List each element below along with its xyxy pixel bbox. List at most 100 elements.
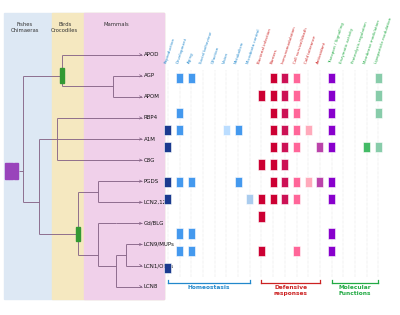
Bar: [164, 142, 171, 152]
Text: Transport / Signalling: Transport / Signalling: [328, 22, 345, 64]
Bar: [270, 108, 277, 118]
Bar: [281, 90, 288, 101]
Text: Cold tolerance: Cold tolerance: [304, 35, 317, 64]
Bar: [316, 142, 324, 152]
Bar: [270, 73, 277, 83]
Text: Reproduction: Reproduction: [164, 37, 176, 64]
Text: Development: Development: [176, 37, 188, 64]
Bar: [293, 90, 300, 101]
Bar: [316, 177, 324, 187]
Bar: [234, 125, 242, 135]
Bar: [258, 246, 265, 256]
Text: Metabolism: Metabolism: [234, 41, 245, 64]
Bar: [293, 125, 300, 135]
Bar: [60, 68, 64, 83]
Text: Membrane modulation: Membrane modulation: [363, 20, 381, 64]
Bar: [270, 142, 277, 152]
Bar: [281, 159, 288, 170]
Bar: [328, 194, 335, 204]
Text: PGDS: PGDS: [144, 179, 159, 184]
Text: Defensive
responses: Defensive responses: [274, 285, 308, 296]
Text: A1M: A1M: [144, 137, 156, 141]
Bar: [281, 73, 288, 83]
Text: Microbiota control: Microbiota control: [246, 28, 261, 64]
Bar: [188, 228, 195, 239]
Bar: [258, 90, 265, 101]
Text: LCN2,12: LCN2,12: [144, 200, 167, 205]
Text: Immunomodulation: Immunomodulation: [281, 26, 297, 64]
Bar: [258, 211, 265, 221]
Bar: [328, 177, 335, 187]
Text: LCN9/MUPs: LCN9/MUPs: [144, 242, 175, 247]
Text: Barriers: Barriers: [269, 48, 278, 64]
Bar: [363, 142, 370, 152]
Text: Lipoparticle modulation: Lipoparticle modulation: [375, 17, 393, 64]
Bar: [164, 177, 171, 187]
Bar: [176, 125, 183, 135]
Bar: [375, 142, 382, 152]
Bar: [293, 194, 300, 204]
Bar: [9, 163, 14, 179]
Bar: [176, 246, 183, 256]
Text: Antioxidant: Antioxidant: [316, 41, 327, 64]
Bar: [14, 163, 18, 179]
Bar: [234, 177, 242, 187]
Bar: [76, 226, 80, 241]
Bar: [328, 246, 335, 256]
Bar: [270, 90, 277, 101]
Text: Vision: Vision: [222, 52, 230, 64]
Bar: [375, 108, 382, 118]
Bar: [305, 177, 312, 187]
Text: Bacterial infection: Bacterial infection: [258, 28, 273, 64]
Bar: [293, 177, 300, 187]
Bar: [375, 90, 382, 101]
Bar: [188, 177, 195, 187]
Bar: [84, 13, 164, 299]
Bar: [164, 194, 171, 204]
Bar: [328, 108, 335, 118]
Bar: [258, 159, 265, 170]
Bar: [328, 228, 335, 239]
Text: Mammals: Mammals: [103, 22, 129, 27]
Bar: [270, 125, 277, 135]
Bar: [164, 125, 171, 135]
Bar: [328, 90, 335, 101]
Bar: [5, 163, 9, 179]
Text: Gd/BLG: Gd/BLG: [144, 221, 164, 226]
Text: C8G: C8G: [144, 158, 156, 163]
Bar: [270, 177, 277, 187]
Bar: [293, 142, 300, 152]
Bar: [246, 194, 253, 204]
Bar: [270, 194, 277, 204]
Bar: [281, 142, 288, 152]
Text: Social behaviour: Social behaviour: [199, 31, 213, 64]
Bar: [270, 159, 277, 170]
Bar: [164, 263, 171, 273]
Text: LCN8: LCN8: [144, 284, 158, 289]
Text: Homeostasis: Homeostasis: [188, 285, 230, 290]
Bar: [281, 125, 288, 135]
Text: AGP: AGP: [144, 73, 155, 78]
Bar: [328, 142, 335, 152]
Bar: [176, 73, 183, 83]
Bar: [188, 246, 195, 256]
Text: APOM: APOM: [144, 94, 160, 100]
Bar: [293, 108, 300, 118]
Bar: [52, 13, 164, 299]
Bar: [281, 108, 288, 118]
Bar: [281, 194, 288, 204]
Text: RBP4: RBP4: [144, 116, 158, 120]
Bar: [281, 177, 288, 187]
Text: LCN1/OBPs: LCN1/OBPs: [144, 263, 174, 268]
Bar: [328, 73, 335, 83]
Bar: [293, 73, 300, 83]
Text: Fishes
Chimaeras: Fishes Chimaeras: [10, 22, 39, 33]
Bar: [293, 246, 300, 256]
Text: Proteolysis regulation: Proteolysis regulation: [351, 21, 368, 64]
Bar: [188, 73, 195, 83]
Text: Birds
Crocodiles: Birds Crocodiles: [51, 22, 78, 33]
Bar: [176, 177, 183, 187]
Bar: [258, 194, 265, 204]
Bar: [223, 125, 230, 135]
Bar: [375, 73, 382, 83]
